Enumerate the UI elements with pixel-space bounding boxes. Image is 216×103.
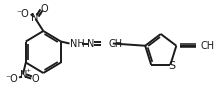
Text: N: N [87, 39, 94, 49]
Text: N: N [31, 13, 38, 23]
Text: ⁻O: ⁻O [5, 74, 18, 84]
Text: NH: NH [70, 39, 85, 49]
Text: O: O [32, 74, 39, 84]
Text: +: + [36, 12, 42, 16]
Text: O: O [40, 4, 48, 14]
Text: CH: CH [200, 41, 214, 51]
Text: S: S [168, 61, 175, 71]
Text: CH: CH [108, 39, 122, 49]
Text: ⁻O: ⁻O [17, 9, 29, 19]
Text: +: + [25, 68, 30, 74]
Text: N: N [20, 70, 28, 81]
